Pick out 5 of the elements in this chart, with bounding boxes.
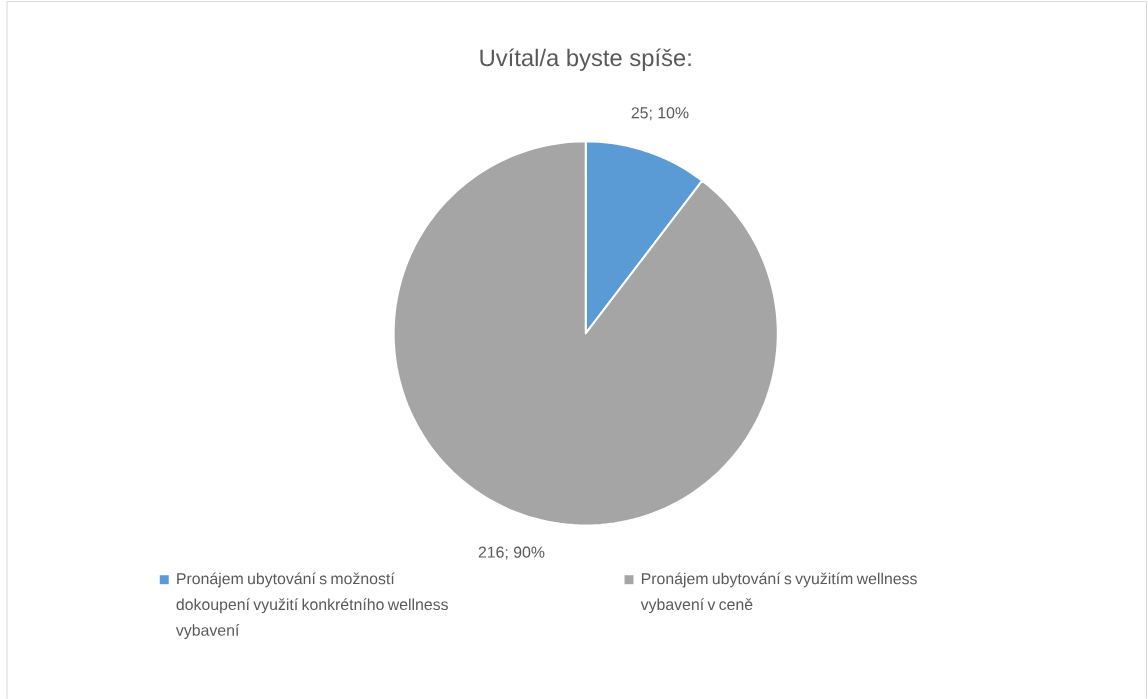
data-label: 216; 90% [478, 546, 545, 560]
legend-label: Pronájem ubytování s možností dokoupení využití konkrétního wellness vybavení [175, 572, 448, 639]
legend-label: Pronájem ubytování s využitím wellness vybavení v ceně [640, 572, 917, 614]
data-label: 25; 10% [631, 107, 689, 121]
chart-title: Uvítal/a byste spíše: [480, 48, 691, 71]
